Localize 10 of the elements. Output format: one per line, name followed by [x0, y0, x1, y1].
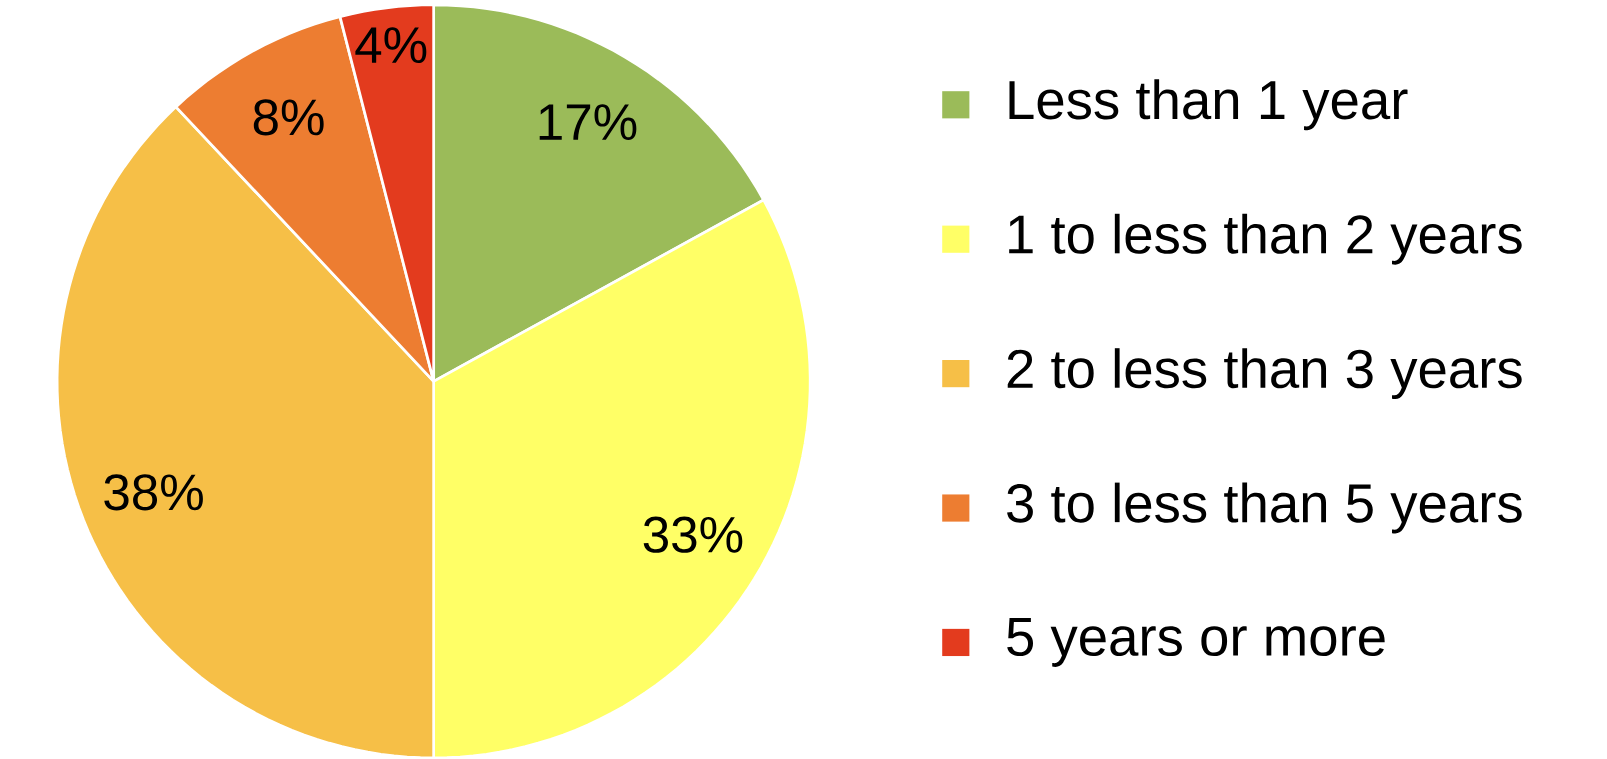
- legend-label: Less than 1 year: [1009, 79, 1408, 131]
- data-label: 38%: [104, 474, 203, 511]
- legend-label: 3 to less than 5 years: [1007, 482, 1522, 534]
- legend-label: 5 years or more: [1007, 617, 1385, 667]
- legend-label: 2 to less than 3 years: [1007, 348, 1522, 399]
- data-label: 17%: [539, 104, 637, 140]
- data-label: 4%: [355, 27, 427, 63]
- data-label: 8%: [253, 99, 324, 136]
- legend-label: 1 to less than 2 years: [1009, 213, 1522, 265]
- data-label: 33%: [643, 516, 743, 553]
